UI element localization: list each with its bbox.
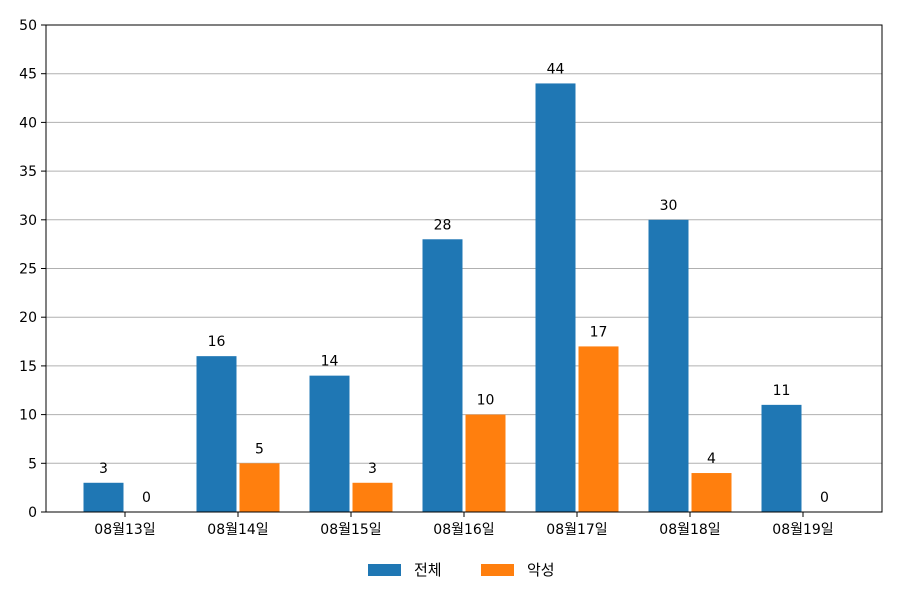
y-tick-label: 0 [28,505,37,521]
bar-total [761,404,802,512]
data-label: 11 [773,383,791,399]
data-label: 0 [142,490,151,506]
data-label: 28 [434,217,452,233]
bar-malicious [239,463,280,512]
data-label: 30 [660,198,678,214]
y-tick-label: 45 [19,67,37,83]
y-tick-label: 50 [19,18,37,34]
data-label: 44 [547,61,565,77]
x-tick-label: 08월19일 [772,522,833,538]
bar-total [422,239,463,512]
y-tick-label: 25 [19,262,37,278]
data-label: 3 [368,461,377,477]
data-label: 4 [707,451,716,467]
bar-total [648,219,689,513]
data-label: 10 [477,393,495,409]
bar-malicious [465,414,506,512]
bar-malicious [352,482,393,512]
plot-frame [45,24,883,513]
x-tick-label: 08월16일 [433,522,494,538]
bars [83,83,802,513]
legend-swatch [481,564,514,576]
y-tick-label: 40 [19,115,37,131]
y-tick-label: 20 [19,310,37,326]
legend-label: 악성 [527,561,555,579]
y-tick-label: 5 [28,456,37,472]
bar-total [196,356,237,512]
x-tick-label: 08월13일 [94,522,155,538]
bar-total [309,375,350,512]
x-tick-label: 08월14일 [207,522,268,538]
legend: 전체 악성 [368,561,555,579]
data-label: 16 [208,334,226,350]
y-tick-label: 15 [19,359,37,375]
bar-total [535,83,576,512]
bar-total [83,482,124,512]
y-tick-label: 10 [19,408,37,424]
x-tick-label: 08월18일 [659,522,720,538]
x-tick-label: 08월17일 [546,522,607,538]
data-label: 5 [255,441,264,457]
x-tick-label: 08월15일 [320,522,381,538]
data-label: 0 [820,490,829,506]
y-tick-label: 30 [19,213,37,229]
bar-malicious [691,473,732,512]
data-label: 17 [590,324,608,340]
bar-malicious [578,346,619,512]
data-label: 3 [99,461,108,477]
data-label: 14 [321,354,339,370]
gridlines [46,73,882,464]
legend-swatch [368,564,401,576]
legend-label: 전체 [414,561,442,579]
y-tick-label: 35 [19,164,37,180]
